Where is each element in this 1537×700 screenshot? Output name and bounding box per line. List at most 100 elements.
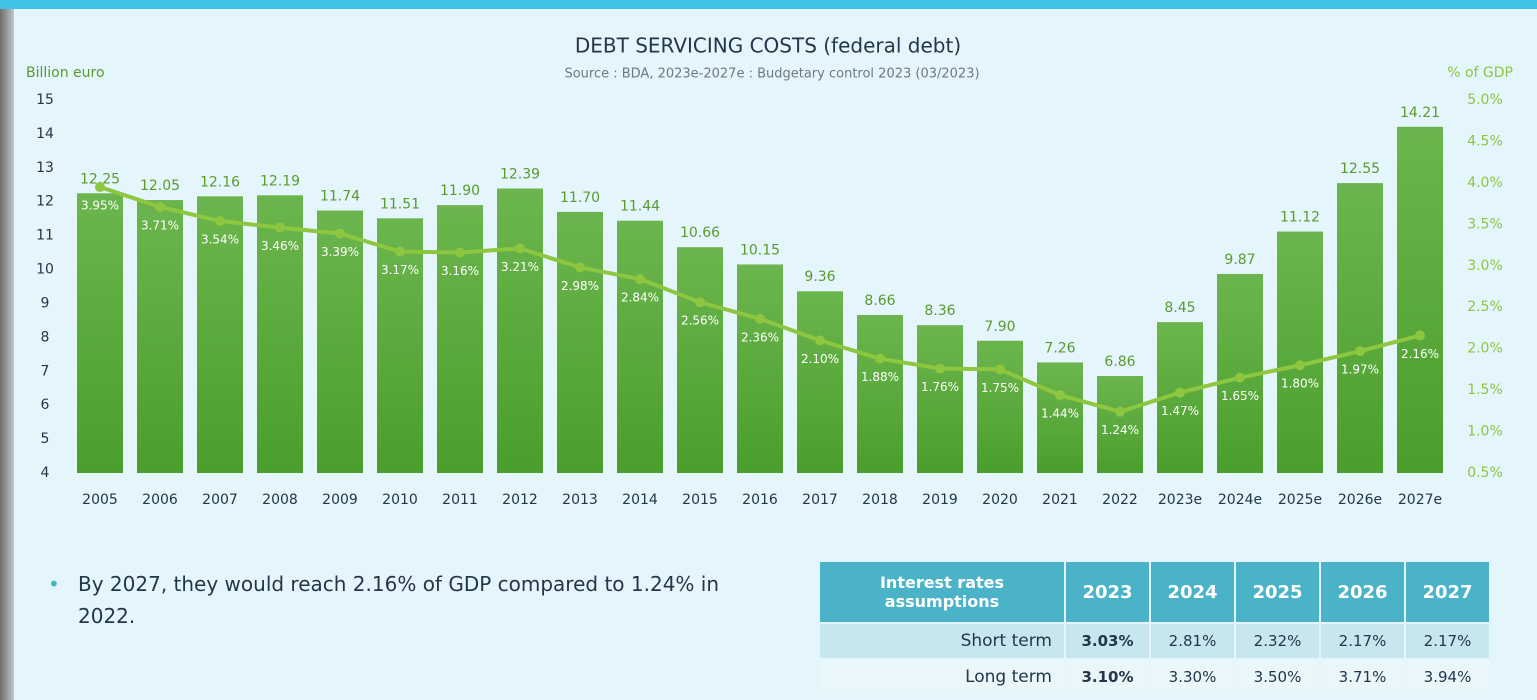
table-cell: 2.32% — [1236, 624, 1319, 658]
line-point — [995, 364, 1005, 375]
line-point — [695, 297, 705, 308]
bar — [137, 200, 183, 474]
bar — [737, 264, 783, 473]
line-point — [1175, 387, 1185, 398]
x-tick-label: 2025e — [1278, 492, 1322, 508]
table-row: Long term 3.10% 3.30% 3.50% 3.71% 3.94% — [820, 660, 1489, 694]
x-tick-label: 2027e — [1398, 492, 1442, 508]
line-value-label: 2.16% — [1401, 347, 1439, 361]
line-point — [815, 335, 825, 346]
table-cell: 3.94% — [1406, 660, 1489, 694]
bar — [77, 193, 123, 473]
y-tick-label: 13 — [36, 160, 54, 176]
bar — [917, 325, 963, 473]
y-tick-label: 7 — [41, 363, 50, 379]
bullet-text: By 2027, they would reach 2.16% of GDP c… — [48, 568, 758, 632]
bar — [257, 195, 303, 473]
bar — [317, 210, 363, 473]
bar-value-label: 7.90 — [984, 319, 1015, 335]
bar — [797, 291, 843, 473]
line-value-label: 1.47% — [1161, 404, 1199, 418]
x-tick-label: 2006 — [142, 492, 178, 508]
x-tick-label: 2022 — [1102, 492, 1138, 508]
bar-value-label: 11.90 — [440, 183, 480, 199]
line-point — [395, 246, 405, 257]
line-value-label: 2.10% — [801, 352, 839, 366]
bar — [1397, 126, 1443, 474]
table-cell: 3.30% — [1151, 660, 1234, 694]
y-tick-label: 8 — [41, 329, 50, 345]
table-cell: 2.17% — [1321, 624, 1404, 658]
table-cell: Short term — [820, 624, 1064, 658]
x-tick-label: 2015 — [682, 492, 718, 508]
line-point — [275, 222, 285, 233]
x-tick-label: 2014 — [622, 492, 658, 508]
bar-value-label: 12.39 — [500, 167, 540, 183]
x-tick-label: 2011 — [442, 492, 478, 508]
x-tick-label: 2023e — [1158, 492, 1202, 508]
line-value-label: 1.88% — [861, 370, 899, 384]
header-cell: 2025 — [1236, 562, 1319, 622]
table-cell: Long term — [820, 660, 1064, 694]
y2-tick-label: 3.0% — [1467, 258, 1503, 274]
line-point — [95, 182, 105, 193]
table-cell: 3.50% — [1236, 660, 1319, 694]
header-cell: 2023 — [1066, 562, 1149, 622]
line-point — [1415, 330, 1425, 341]
bar-value-label: 12.19 — [260, 173, 300, 189]
bar-value-label: 12.55 — [1340, 161, 1380, 177]
x-tick-label: 2013 — [562, 492, 598, 508]
line-point — [935, 363, 945, 374]
line-value-label: 3.95% — [81, 199, 119, 213]
y-tick-label: 10 — [36, 262, 54, 278]
line-value-label: 3.16% — [441, 264, 479, 278]
x-tick-label: 2021 — [1042, 492, 1078, 508]
rates-table: Interest rates assumptions 2023 2024 2025 20… — [818, 560, 1491, 696]
header-cell: 2026 — [1321, 562, 1404, 622]
x-tick-label: 2020 — [982, 492, 1018, 508]
y2-tick-label: 0.5% — [1467, 465, 1503, 481]
line-point — [575, 262, 585, 273]
x-tick-label: 2009 — [322, 492, 358, 508]
y2-tick-label: 3.5% — [1467, 216, 1503, 232]
line-value-label: 1.24% — [1101, 423, 1139, 437]
line-point — [455, 247, 465, 258]
line-value-label: 3.46% — [261, 239, 299, 253]
bar-value-label: 8.66 — [864, 293, 895, 309]
line-value-label: 3.39% — [321, 245, 359, 259]
line-value-label: 3.21% — [501, 260, 539, 274]
line-value-label: 2.84% — [621, 291, 659, 305]
line-value-label: 3.54% — [201, 233, 239, 247]
bar-value-label: 6.86 — [1104, 354, 1135, 370]
bar — [1097, 376, 1143, 473]
y-tick-label: 15 — [36, 92, 54, 108]
y2-tick-label: 4.0% — [1467, 175, 1503, 191]
bar-value-label: 12.25 — [80, 171, 120, 187]
line-point — [515, 243, 525, 254]
bar — [1037, 362, 1083, 473]
bar-value-label: 9.36 — [804, 269, 835, 285]
y2-axis-label: % of GDP — [1447, 65, 1513, 81]
y2-tick-label: 2.5% — [1467, 299, 1503, 315]
bar-value-label: 11.51 — [380, 196, 420, 212]
bar — [497, 188, 543, 473]
bar — [857, 314, 903, 473]
top-stripe — [0, 0, 1537, 9]
line-point — [635, 274, 645, 285]
y-tick-label: 4 — [41, 465, 50, 481]
x-tick-label: 2007 — [202, 492, 238, 508]
line-point — [1115, 406, 1125, 417]
bar-value-label: 8.36 — [924, 303, 955, 319]
chart-title: DEBT SERVICING COSTS (federal debt) — [575, 34, 961, 58]
x-tick-label: 2018 — [862, 492, 898, 508]
line-point — [335, 228, 345, 239]
y-tick-label: 5 — [41, 431, 50, 447]
x-tick-label: 2024e — [1218, 492, 1262, 508]
line-point — [1055, 390, 1065, 401]
line-value-label: 1.76% — [921, 380, 959, 394]
y-tick-label: 6 — [41, 397, 50, 413]
bar — [437, 205, 483, 474]
table-cell: 2.17% — [1406, 624, 1489, 658]
x-tick-label: 2012 — [502, 492, 538, 508]
line-value-label: 2.36% — [741, 330, 779, 344]
